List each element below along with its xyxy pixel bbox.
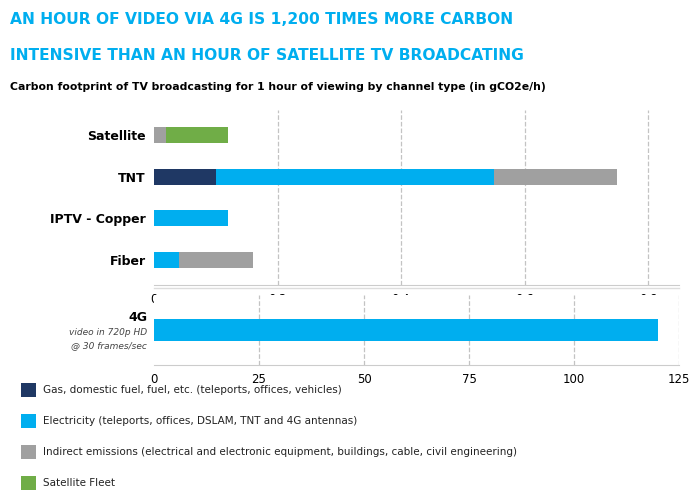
Bar — [154, 210, 228, 226]
Text: Indirect emissions (electrical and electronic equipment, buildings, cable, civil: Indirect emissions (electrical and elect… — [43, 447, 517, 457]
Text: video in 720p HD: video in 720p HD — [69, 328, 147, 337]
Bar — [216, 169, 494, 184]
Bar — [154, 127, 167, 143]
Bar — [154, 169, 216, 184]
Bar — [154, 319, 658, 341]
Text: 4G: 4G — [128, 311, 147, 324]
Text: Carbon footprint of TV broadcasting for 1 hour of viewing by channel type (in gC: Carbon footprint of TV broadcasting for … — [10, 82, 546, 92]
Text: @ 30 frames/sec: @ 30 frames/sec — [71, 342, 147, 350]
Text: AN HOUR OF VIDEO VIA 4G IS 1,200 TIMES MORE CARBON: AN HOUR OF VIDEO VIA 4G IS 1,200 TIMES M… — [10, 12, 514, 28]
Text: Electricity (teleports, offices, DSLAM, TNT and 4G antennas): Electricity (teleports, offices, DSLAM, … — [43, 416, 358, 426]
Text: Gas, domestic fuel, fuel, etc. (teleports, offices, vehicles): Gas, domestic fuel, fuel, etc. (teleport… — [43, 385, 342, 395]
Text: Satellite Fleet: Satellite Fleet — [43, 478, 116, 488]
Bar — [167, 127, 228, 143]
Text: INTENSIVE THAN AN HOUR OF SATELLITE TV BROADCATING: INTENSIVE THAN AN HOUR OF SATELLITE TV B… — [10, 48, 524, 62]
Bar — [178, 252, 253, 268]
Bar — [494, 169, 617, 184]
Bar — [154, 252, 178, 268]
